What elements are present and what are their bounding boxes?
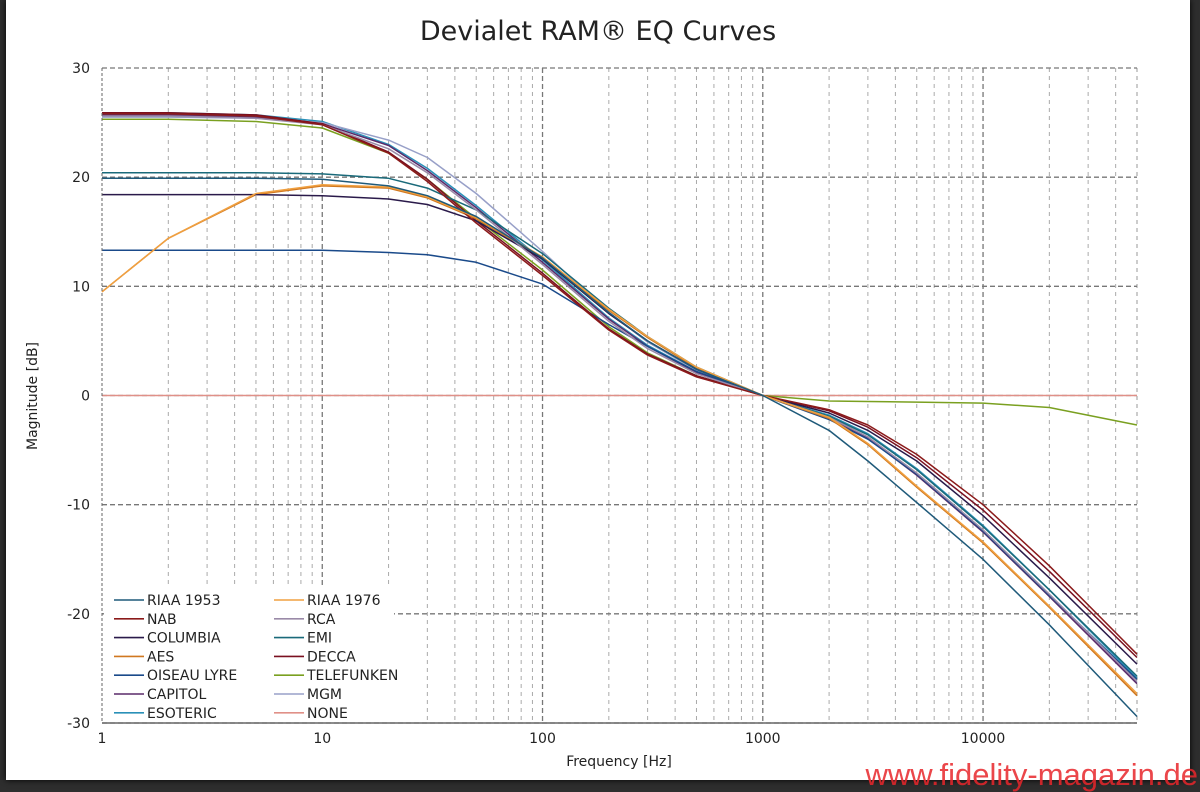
- y-tick-label: 0: [81, 389, 90, 405]
- series-line-riaa-1976: [101, 184, 1138, 695]
- y-tick-label: -20: [67, 607, 90, 623]
- chart-panel: 30 20 10 0 -10 -20 -30 1 10 100 1000 10000 RIAA 195…: [6, 0, 1190, 780]
- legend-label: OISEAU LYRE: [147, 668, 237, 684]
- legend-label: TELEFUNKEN: [306, 668, 398, 684]
- y-tick-label: 30: [72, 61, 90, 77]
- x-tick-label: 10: [313, 731, 331, 747]
- series-line-riaa-1953: [102, 177, 1138, 718]
- x-axis-label: Frequency [Hz]: [566, 754, 672, 770]
- legend-label: COLUMBIA: [147, 631, 221, 647]
- series-line-decca: [102, 112, 1138, 659]
- series-line-telefunken: [102, 118, 1138, 426]
- y-tick-label: -10: [67, 498, 90, 514]
- y-tick-label: 10: [72, 279, 90, 295]
- chart-title: Devialet RAM® EQ Curves: [420, 16, 776, 47]
- series-line-aes: [101, 185, 1138, 697]
- legend-label: NAB: [147, 612, 177, 628]
- legend-label: MGM: [307, 687, 342, 703]
- legend-background: [104, 585, 394, 721]
- legend-label: EMI: [307, 631, 332, 647]
- legend-label: ESOTERIC: [147, 706, 217, 722]
- x-tick-label: 10000: [961, 731, 1006, 747]
- x-tick-label: 1000: [745, 731, 781, 747]
- legend-label: AES: [147, 649, 174, 665]
- x-tick-label: 1: [98, 731, 107, 747]
- series-line-esoteric: [102, 112, 1138, 679]
- y-tick-label: 20: [72, 170, 90, 186]
- legend-label: RIAA 1953: [147, 593, 220, 609]
- series-line-nab: [102, 113, 1138, 655]
- grid: [102, 67, 1138, 724]
- legend-label: NONE: [307, 706, 348, 722]
- legend-label: DECCA: [307, 649, 356, 665]
- series-group: [101, 112, 1138, 718]
- legend: RIAA 1953 RIAA 1976 NAB RCA COLUMBIA EMI AES DE…: [104, 585, 398, 722]
- y-tick-label: -30: [67, 716, 90, 732]
- x-tick-label: 100: [529, 731, 556, 747]
- legend-label: CAPITOL: [147, 687, 206, 703]
- legend-label: RIAA 1976: [307, 593, 381, 609]
- legend-label: RCA: [307, 612, 336, 628]
- watermark: www.fidelity-magazin.de: [865, 757, 1198, 792]
- y-axis-label: Magnitude [dB]: [25, 342, 41, 450]
